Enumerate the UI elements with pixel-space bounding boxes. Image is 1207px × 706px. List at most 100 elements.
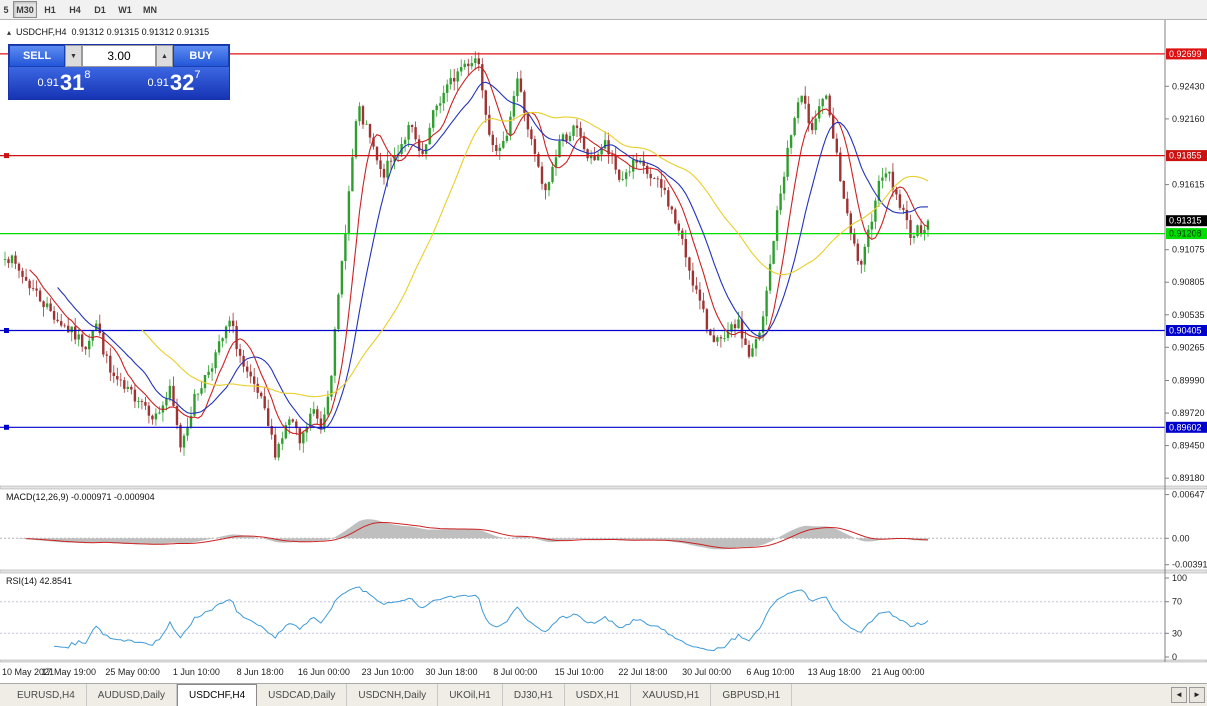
chart-tab-xauusd-h1[interactable]: XAUUSD,H1	[631, 684, 712, 706]
svg-text:0.89450: 0.89450	[1172, 441, 1205, 451]
svg-text:0.89180: 0.89180	[1172, 473, 1205, 483]
svg-text:0.91208: 0.91208	[1169, 229, 1202, 239]
sell-price-prefix: 0.91	[37, 77, 59, 89]
svg-text:8 Jun 18:00: 8 Jun 18:00	[237, 667, 284, 677]
svg-text:0.92430: 0.92430	[1172, 81, 1205, 91]
svg-text:21 Aug 00:00: 21 Aug 00:00	[871, 667, 924, 677]
ma-slow-line	[141, 111, 929, 398]
svg-text:22 Jul 18:00: 22 Jul 18:00	[618, 667, 667, 677]
svg-text:30 Jul 00:00: 30 Jul 00:00	[682, 667, 731, 677]
rsi-indicator-label: RSI(14) 42.8541	[6, 576, 73, 586]
horizontal-line-0.89602[interactable]	[0, 424, 1165, 430]
svg-text:0.00647: 0.00647	[1172, 490, 1205, 500]
timeframe-button-W1[interactable]: W1	[118, 4, 132, 15]
lot-size-input[interactable]	[82, 45, 156, 67]
sell-price-pip: 8	[84, 69, 91, 81]
tabbar-scroll-right-icon[interactable]: ►	[1189, 687, 1205, 703]
sell-price-display[interactable]: 0.91 31 8	[9, 67, 119, 99]
timeframe-button-MN[interactable]: MN	[143, 4, 157, 15]
svg-text:15 Jul 10:00: 15 Jul 10:00	[555, 667, 604, 677]
svg-text:100: 100	[1172, 573, 1187, 583]
chart-tab-usdcad-daily[interactable]: USDCAD,Daily	[257, 684, 348, 706]
lot-increase-button[interactable]: ▲	[156, 45, 173, 67]
chart-tab-usdcnh-daily[interactable]: USDCNH,Daily	[347, 684, 439, 706]
horizontal-line-0.90405[interactable]	[0, 328, 1165, 333]
rsi-level-lines	[0, 601, 1165, 634]
sell-button[interactable]: SELL	[9, 45, 65, 67]
buy-price-main: 32	[169, 70, 195, 95]
svg-text:-0.00391: -0.00391	[1172, 560, 1207, 570]
collapse-arrow-icon[interactable]: ▴	[7, 27, 12, 37]
spinner-down-icon: ▼	[70, 52, 77, 60]
lot-decrease-button[interactable]: ▼	[65, 45, 82, 67]
svg-text:8 Jul 00:00: 8 Jul 00:00	[493, 667, 537, 677]
buy-price-display[interactable]: 0.91 32 7	[119, 67, 229, 99]
price-axis[interactable]: 0.92430 0.92160 0.91615 0.91075 0.90805 0.905…	[1164, 20, 1207, 662]
macd-indicator-label: MACD(12,26,9) -0.000971 -0.000904	[6, 492, 155, 502]
chart-canvas[interactable]: 0.92430 0.92160 0.91615 0.91075 0.90805 0.905…	[0, 20, 1207, 683]
svg-text:0.89990: 0.89990	[1172, 376, 1205, 386]
svg-text:0.90535: 0.90535	[1172, 310, 1205, 320]
symbol-title: USDCHF,H4	[16, 27, 67, 37]
timeframe-button-5[interactable]: 5	[3, 4, 9, 15]
svg-text:30: 30	[1172, 628, 1182, 638]
chart-tab-usdx-h1[interactable]: USDX,H1	[565, 684, 632, 706]
svg-text:0.90265: 0.90265	[1172, 342, 1205, 352]
chart-tabbar-tabs: EURUSD,H4 AUDUSD,Daily USDCHF,H4 USDCAD,Dai…	[0, 684, 793, 706]
svg-text:0.91075: 0.91075	[1172, 245, 1205, 255]
svg-text:6 Aug 10:00: 6 Aug 10:00	[746, 667, 794, 677]
timeframe-toolbar: 5 M30 H1 H4 D1 W1 MN	[0, 0, 1207, 20]
svg-text:13 Aug 18:00: 13 Aug 18:00	[808, 667, 861, 677]
tabbar-nav: ◄ ►	[1171, 687, 1205, 703]
svg-text:10 May 2021: 10 May 2021	[2, 667, 54, 677]
svg-text:25 May 00:00: 25 May 00:00	[105, 667, 160, 677]
buy-price-prefix: 0.91	[147, 77, 169, 89]
ma-fast-line	[29, 66, 929, 436]
symbol-header: ▴ USDCHF,H4 0.91312 0.91315 0.91312 0.91…	[7, 27, 209, 37]
svg-text:23 Jun 10:00: 23 Jun 10:00	[362, 667, 414, 677]
timeframe-button-D1[interactable]: D1	[94, 4, 106, 15]
timeframe-button-H1[interactable]: H1	[44, 4, 56, 15]
svg-text:0.89602: 0.89602	[1169, 422, 1202, 432]
svg-text:0.91615: 0.91615	[1172, 180, 1205, 190]
timeframe-button-M30[interactable]: M30	[13, 1, 37, 18]
svg-text:0.90405: 0.90405	[1169, 326, 1202, 336]
chart-tab-usdchf-h4[interactable]: USDCHF,H4	[177, 684, 258, 706]
spinner-up-icon: ▲	[161, 52, 168, 60]
ohlc-values: 0.91312 0.91315 0.91312 0.91315	[71, 27, 210, 37]
chart-area: 0.92430 0.92160 0.91615 0.91075 0.90805 0.905…	[0, 20, 1207, 683]
svg-text:1 Jun 10:00: 1 Jun 10:00	[173, 667, 220, 677]
svg-text:0.92160: 0.92160	[1172, 114, 1205, 124]
svg-text:0: 0	[1172, 652, 1177, 662]
chart-tabbar: EURUSD,H4 AUDUSD,Daily USDCHF,H4 USDCAD,Dai…	[0, 683, 1207, 706]
candlestick-series	[3, 51, 930, 461]
chart-tab-gbpusd-h1[interactable]: GBPUSD,H1	[711, 684, 793, 706]
svg-text:70: 70	[1172, 597, 1182, 607]
macd-signal-line	[26, 522, 929, 549]
svg-text:0.90805: 0.90805	[1172, 277, 1205, 287]
svg-text:0.00: 0.00	[1172, 533, 1190, 543]
one-click-trading-panel: SELL ▼ ▲ BUY 0.91 31 8 0.91 32	[8, 44, 230, 100]
svg-text:0.92699: 0.92699	[1169, 49, 1202, 59]
svg-text:17 May 19:00: 17 May 19:00	[42, 667, 97, 677]
svg-text:0.91855: 0.91855	[1169, 151, 1202, 161]
ma-mid-line	[57, 81, 929, 430]
tabbar-scroll-left-icon[interactable]: ◄	[1171, 687, 1187, 703]
chart-tab-eurusd-h4[interactable]: EURUSD,H4	[6, 684, 87, 706]
horizontal-line-0.91855[interactable]	[0, 153, 1165, 159]
chart-tab-audusd-daily[interactable]: AUDUSD,Daily	[87, 684, 178, 706]
buy-price-pip: 7	[194, 69, 201, 81]
rsi-line	[54, 586, 929, 652]
svg-text:0.91315: 0.91315	[1169, 216, 1202, 226]
chart-tab-ukoil-h1[interactable]: UKOil,H1	[438, 684, 503, 706]
chart-tab-dj30-h1[interactable]: DJ30,H1	[503, 684, 565, 706]
timeframe-button-H4[interactable]: H4	[69, 4, 81, 15]
sell-price-main: 31	[59, 70, 85, 95]
buy-button[interactable]: BUY	[173, 45, 229, 67]
panel-separators[interactable]	[0, 485, 1207, 663]
svg-text:30 Jun 18:00: 30 Jun 18:00	[425, 667, 477, 677]
svg-text:16 Jun 00:00: 16 Jun 00:00	[298, 667, 350, 677]
macd-histogram-area	[5, 519, 928, 550]
